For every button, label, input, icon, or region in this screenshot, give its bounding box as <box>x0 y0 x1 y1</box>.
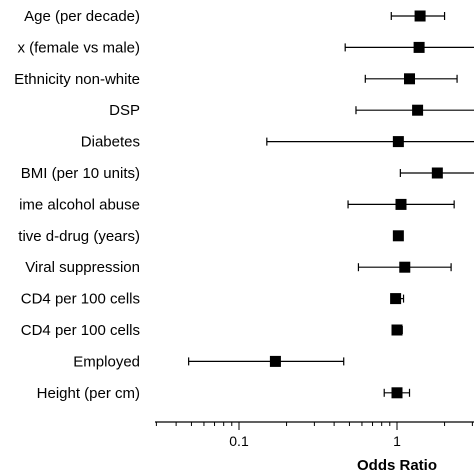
x-axis-title: Odds Ratio <box>357 457 437 474</box>
row-label: tive d-drug (years) <box>18 228 140 245</box>
row-label: ime alcohol abuse <box>19 196 140 213</box>
odds-ratio-point <box>269 355 281 367</box>
odds-ratio-point <box>392 136 404 148</box>
row-label: Age (per decade) <box>24 8 140 25</box>
odds-ratio-point <box>395 198 407 210</box>
odds-ratio-point <box>413 41 425 53</box>
row-label: DSP <box>109 102 140 119</box>
row-label: Viral suppression <box>25 259 140 276</box>
forest-row: x (female vs male) <box>17 39 474 56</box>
row-label: CD4 per 100 cells <box>21 291 140 308</box>
odds-ratio-point <box>431 167 443 179</box>
forest-row: Ethnicity non-white <box>14 71 458 88</box>
forest-row: Employed <box>73 353 345 370</box>
odds-ratio-point <box>414 10 426 22</box>
odds-ratio-point <box>404 73 416 85</box>
forest-row: Height (per cm) <box>37 385 411 402</box>
forest-row: Diabetes <box>81 134 474 151</box>
x-tick-label: 0.1 <box>229 433 249 449</box>
x-tick-label: 1 <box>393 433 401 449</box>
forest-row: Age (per decade) <box>24 8 446 25</box>
odds-ratio-point <box>392 230 404 242</box>
row-label: Diabetes <box>81 134 140 151</box>
row-label: Employed <box>73 353 140 370</box>
x-axis-ticks: 0.1 1 <box>155 422 473 449</box>
forest-row: Viral suppression <box>25 259 452 276</box>
forest-row: CD4 per 100 cells <box>21 322 403 339</box>
row-label: BMI (per 10 units) <box>21 165 140 182</box>
odds-ratio-point <box>390 293 402 305</box>
forest-row: BMI (per 10 units) <box>21 165 474 182</box>
odds-ratio-point <box>412 104 424 116</box>
x-axis: 0.1 1 <box>155 421 474 449</box>
odds-ratio-point <box>391 324 403 336</box>
row-label: CD4 per 100 cells <box>21 322 140 339</box>
forest-row: tive d-drug (years) <box>18 228 404 245</box>
forest-row: CD4 per 100 cells <box>21 291 405 308</box>
odds-ratio-point <box>399 261 411 273</box>
rows-layer: Age (per decade) x (female vs male) Ethnic… <box>14 8 474 402</box>
forest-row: DSP <box>109 102 474 119</box>
forest-row: ime alcohol abuse <box>19 196 455 213</box>
row-label: Ethnicity non-white <box>14 71 140 88</box>
row-label: x (female vs male) <box>17 39 140 56</box>
row-label: Height (per cm) <box>37 385 140 402</box>
odds-ratio-point <box>391 387 403 399</box>
